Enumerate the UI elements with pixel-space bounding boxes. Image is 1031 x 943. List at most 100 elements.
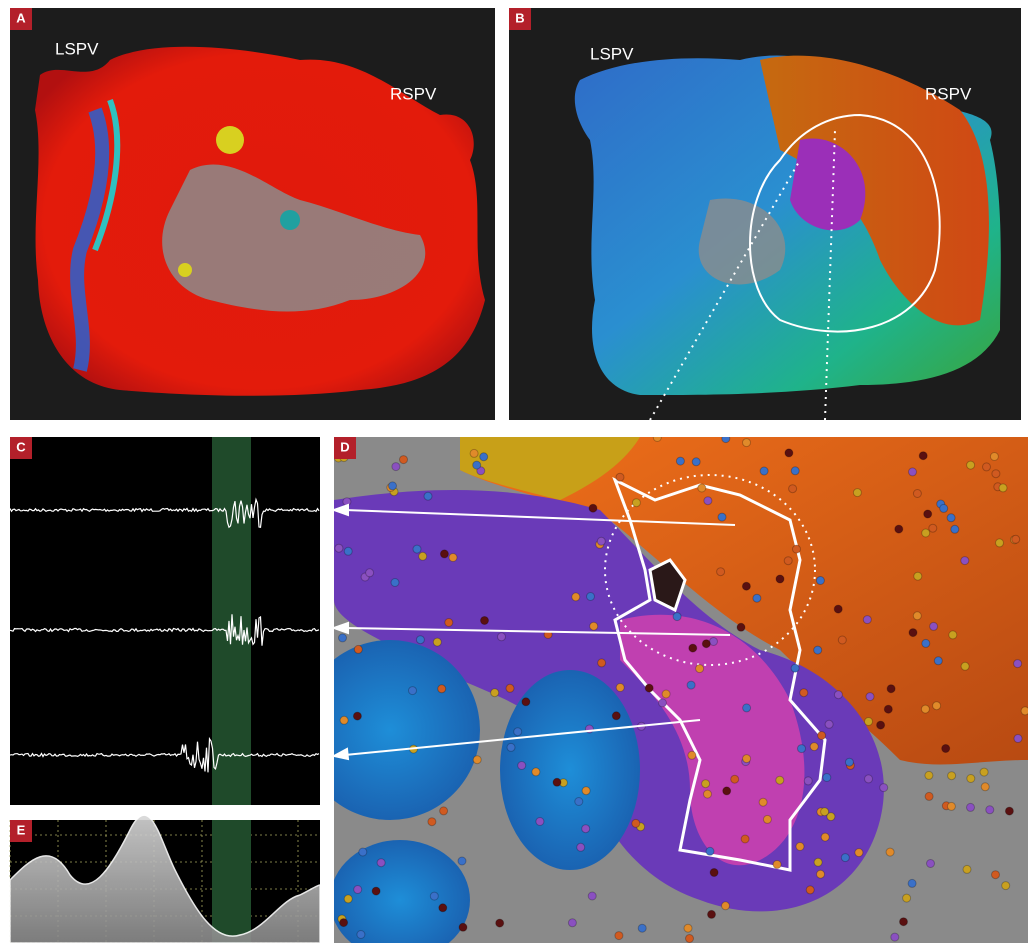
electrode-point	[775, 574, 785, 584]
electrode-point	[752, 593, 762, 603]
arrow	[344, 627, 731, 636]
electrode-point	[707, 909, 716, 919]
panel-label: C	[16, 439, 26, 454]
electrode-point	[637, 923, 647, 933]
electrode-point	[552, 777, 562, 787]
electrode-point	[817, 731, 827, 740]
electrode-point	[338, 633, 347, 643]
electrode-point	[631, 498, 641, 508]
electrode-point	[941, 744, 951, 753]
latest-activation	[790, 138, 866, 231]
electrode-point	[631, 818, 641, 828]
electrode-point	[586, 592, 595, 601]
electrode-point	[517, 761, 527, 770]
electrode-point	[741, 581, 751, 591]
electrode-point	[661, 689, 671, 699]
electrode-point	[701, 779, 711, 789]
electrode-point	[506, 742, 516, 752]
isthmus-outline	[612, 476, 827, 872]
electrode-point	[1020, 706, 1028, 716]
electrode-point	[792, 544, 801, 554]
electrode-point	[531, 767, 541, 777]
electrode-point	[736, 622, 746, 632]
electrode-point	[950, 524, 960, 534]
electrode-point	[611, 711, 621, 721]
electrode-point	[865, 692, 875, 702]
waveform-area	[9, 814, 321, 943]
electrode-point	[1013, 734, 1023, 743]
electrode-point	[991, 469, 1001, 479]
electrode-point	[742, 754, 752, 764]
electrode-point	[439, 806, 449, 816]
electrode-point	[505, 683, 515, 693]
electrode-point	[658, 698, 667, 708]
electrode-point	[597, 658, 607, 668]
yellow-region	[460, 437, 640, 500]
electrode-point	[339, 918, 349, 928]
electrode-point	[966, 774, 976, 783]
panel-label: D	[340, 439, 349, 454]
hot-spot	[280, 210, 300, 230]
late-activation	[460, 437, 1028, 765]
electrode-point	[912, 611, 922, 621]
anatomy-label: RSPV	[925, 84, 972, 103]
electrode-point	[675, 456, 685, 466]
anatomy-label: RSPV	[390, 84, 437, 103]
electrode-point	[521, 697, 531, 707]
electrode-points	[334, 437, 1028, 943]
electrode-point	[571, 592, 581, 602]
electrode-point	[701, 639, 711, 649]
electrode-point	[457, 856, 467, 866]
electrode-point	[480, 616, 489, 625]
electrode-point	[837, 635, 847, 645]
electrode-point	[788, 484, 798, 494]
electrode-point	[703, 496, 713, 506]
electrode-point	[581, 786, 591, 796]
electrode-point	[864, 717, 873, 726]
electrode-point	[685, 934, 694, 943]
electrode-point	[716, 567, 726, 577]
electrode-point	[908, 628, 918, 638]
electrode-point	[423, 491, 433, 501]
electrode-point	[966, 460, 976, 470]
electrode-point	[762, 814, 772, 824]
electrode-point	[358, 847, 368, 857]
panel-label-box	[334, 437, 356, 459]
zoom-line	[649, 159, 801, 421]
electrode-point	[432, 637, 442, 647]
electrode-point	[472, 755, 482, 765]
electrode-point	[820, 807, 830, 817]
electrode-point	[907, 878, 917, 888]
panel-label-box	[10, 8, 32, 30]
electrode-point	[933, 656, 943, 666]
electrode-point	[581, 824, 591, 834]
arrowhead	[331, 621, 349, 635]
electrode-point	[339, 715, 349, 725]
electrode-point	[356, 930, 366, 939]
blue-region	[500, 670, 640, 870]
electrode-point	[742, 438, 751, 448]
electrode-point	[740, 834, 750, 844]
electrode-point	[833, 690, 843, 700]
electrode-point	[939, 503, 949, 513]
low-voltage-band	[70, 107, 110, 372]
arrow	[344, 719, 701, 756]
electrode-point	[343, 894, 353, 904]
electrode-point	[784, 448, 794, 458]
electrode-point	[717, 512, 727, 522]
trace	[9, 736, 320, 773]
electrode-point	[721, 901, 730, 911]
electrode-point	[840, 853, 850, 863]
panel-b: B LSPV RSPV	[509, 8, 1021, 421]
electrode-point	[721, 437, 731, 444]
electrode-point	[418, 551, 428, 561]
electrode-point	[334, 543, 344, 553]
arrow	[344, 509, 736, 526]
electrode-point	[921, 528, 931, 538]
electrode-point	[644, 683, 654, 693]
electrode-point	[672, 612, 682, 622]
blue-region	[334, 840, 470, 943]
electrode-point	[476, 466, 486, 476]
electrode-point	[879, 783, 889, 793]
